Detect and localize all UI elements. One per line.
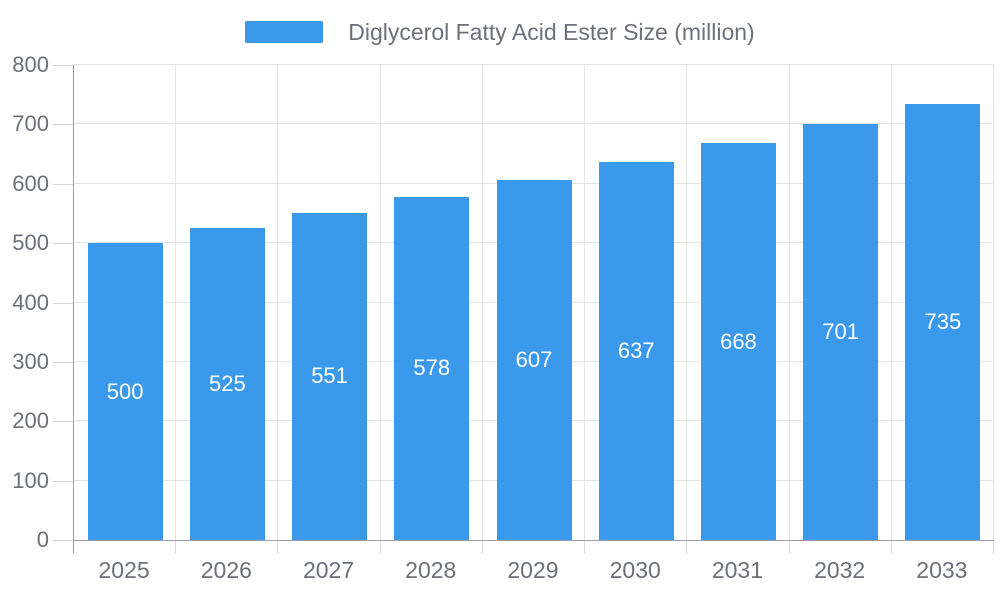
- x-axis-label: 2032: [814, 557, 866, 583]
- y-axis-label: 400: [12, 289, 49, 315]
- bar-value-label: 607: [515, 346, 553, 372]
- v-gridline: [379, 65, 381, 540]
- bar-value-label: 578: [413, 355, 451, 381]
- x-axis-tick: [686, 541, 688, 553]
- v-gridline: [686, 65, 688, 540]
- v-gridline: [993, 65, 994, 540]
- bar-2026[interactable]: 525: [189, 228, 265, 540]
- y-axis-tick: [53, 124, 73, 126]
- v-gridline: [277, 65, 279, 540]
- y-axis-tick: [53, 361, 73, 363]
- x-axis-label: 2025: [98, 557, 150, 583]
- bar-value-label: 551: [311, 363, 348, 389]
- x-axis-tick: [788, 541, 790, 553]
- bar-2030[interactable]: 637: [598, 161, 674, 540]
- bar-2031[interactable]: 668: [700, 143, 776, 540]
- y-axis-label: 600: [12, 170, 49, 196]
- x-axis-tick: [277, 541, 279, 553]
- x-axis-label: 2029: [507, 557, 559, 583]
- y-axis-tick: [53, 421, 73, 423]
- y-axis-label: 800: [12, 52, 49, 77]
- v-gridline: [584, 65, 586, 540]
- v-gridline: [481, 65, 483, 540]
- x-axis-label: 2030: [609, 557, 661, 583]
- x-axis-label: 2028: [405, 557, 457, 583]
- y-axis-label: 700: [12, 111, 49, 137]
- y-axis-label: 500: [12, 230, 49, 256]
- y-axis-tick: [53, 243, 73, 245]
- bar-value-label: 668: [720, 328, 757, 354]
- h-gridline: [74, 123, 994, 125]
- x-axis-tick: [175, 541, 177, 553]
- y-axis-tick: [53, 540, 73, 541]
- y-axis-label: 0: [36, 527, 49, 552]
- v-gridline: [788, 65, 790, 540]
- y-axis-label: 200: [12, 408, 49, 434]
- bar-value-label: 701: [822, 318, 860, 344]
- v-gridline: [175, 65, 177, 540]
- bar-2028[interactable]: 578: [394, 196, 470, 540]
- legend-label[interactable]: Diglycerol Fatty Acid Ester Size (millio…: [348, 19, 755, 45]
- bar-value-label: 525: [208, 371, 246, 397]
- bar-value-label: 500: [106, 378, 144, 404]
- x-axis-tick: [481, 541, 483, 553]
- x-axis-label: 2031: [711, 557, 764, 583]
- y-axis-tick: [53, 183, 73, 185]
- x-axis-tick: [993, 541, 994, 553]
- h-gridline: [74, 64, 994, 65]
- y-axis-tick: [53, 65, 73, 66]
- x-axis-label: 2033: [916, 557, 968, 583]
- bar-2032[interactable]: 701: [803, 123, 879, 540]
- bar-2027[interactable]: 551: [292, 212, 368, 540]
- x-axis-tick: [379, 541, 381, 553]
- v-gridline: [890, 65, 892, 540]
- bar-2029[interactable]: 607: [496, 179, 572, 540]
- bar-value-label: 735: [924, 308, 962, 334]
- x-axis-label: 2026: [200, 557, 252, 583]
- y-axis-label: 300: [12, 348, 49, 374]
- x-axis-label: 2027: [302, 557, 355, 583]
- y-axis-label: 100: [12, 467, 49, 493]
- bar-2033[interactable]: 735: [905, 103, 981, 540]
- x-axis-tick: [584, 541, 586, 553]
- legend[interactable]: Diglycerol Fatty Acid Ester Size (millio…: [0, 20, 1000, 44]
- y-axis-tick: [53, 302, 73, 304]
- bar-value-label: 637: [617, 337, 655, 363]
- x-axis-tick: [73, 541, 74, 553]
- y-axis-tick: [53, 480, 73, 482]
- bar-2025[interactable]: 500: [87, 243, 163, 540]
- legend-swatch-icon[interactable]: [245, 21, 324, 43]
- x-axis-tick: [890, 541, 892, 553]
- plot-area: 500 525 551 578 607 637 668 701 735: [73, 64, 994, 541]
